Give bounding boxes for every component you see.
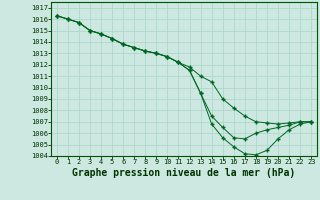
X-axis label: Graphe pression niveau de la mer (hPa): Graphe pression niveau de la mer (hPa) (72, 168, 296, 178)
